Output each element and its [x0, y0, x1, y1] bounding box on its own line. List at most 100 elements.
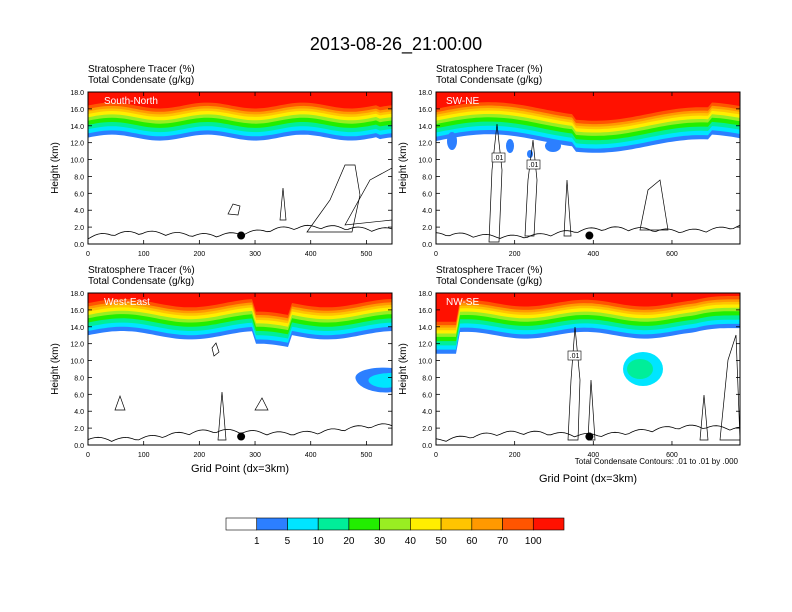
y-tick-label: 12.0	[418, 141, 432, 148]
x-tick-label: 300	[249, 452, 261, 459]
plot-frame	[435, 91, 741, 245]
y-tick-label: 10.0	[70, 158, 84, 165]
contour-label: .01	[529, 162, 539, 169]
condensate-contour	[306, 164, 361, 233]
y-axis: 0.0 2.0 4.0 6.0 8.0 10.0 12.0 14.0 16.0 18.0	[70, 291, 392, 450]
condensate-contour	[699, 394, 709, 441]
colorbar-tick-label: 30	[374, 536, 386, 547]
y-tick-label: 2.0	[422, 426, 432, 433]
panel-south-north: Stratosphere Tracer (%) Total Condensate…	[50, 64, 393, 258]
y-tick-label: 16.0	[418, 308, 432, 315]
page-title: 2013-08-26_21:00:00	[310, 34, 482, 55]
colorbar-swatch	[410, 517, 442, 531]
x-axis: 0 200 400 600	[434, 293, 678, 459]
plot-area	[436, 92, 740, 244]
x-tick-label: 200	[509, 452, 521, 459]
colorbar-tick-label: 20	[343, 536, 355, 547]
colorbar-tick-label: 40	[405, 536, 417, 547]
plot-frame	[87, 91, 393, 245]
plot-area	[88, 92, 392, 244]
condensate-contour	[279, 187, 287, 221]
panel-title-line1: Stratosphere Tracer (%)	[436, 265, 543, 276]
x-tick-label: 200	[509, 251, 521, 258]
location-marker	[585, 231, 594, 240]
condensate-contour	[114, 394, 126, 411]
y-axis: 0.0 2.0 4.0 6.0 8.0 10.0 12.0 14.0 16.0 18.0	[418, 291, 740, 450]
location-marker	[585, 432, 594, 441]
tracer-patch	[527, 150, 533, 158]
y-tick-label: 10.0	[418, 359, 432, 366]
y-tick-label: 18.0	[418, 90, 432, 97]
plot-frame	[87, 292, 393, 446]
y-axis-label: Height (km)	[398, 343, 409, 395]
colorbar-tick-label: 70	[497, 536, 509, 547]
x-tick-label: 400	[587, 452, 599, 459]
x-tick-label: 0	[86, 452, 90, 459]
condensate-contour	[639, 179, 669, 231]
y-tick-label: 4.0	[74, 208, 84, 215]
colorbar-swatch	[225, 517, 258, 531]
y-tick-label: 8.0	[74, 174, 84, 181]
panel-label: SW-NE	[446, 96, 479, 107]
x-tick-label: 500	[361, 452, 373, 459]
x-axis: 0 100 200 300 400 500	[86, 92, 372, 258]
x-tick-label: 200	[194, 251, 206, 258]
y-tick-label: 6.0	[422, 392, 432, 399]
condensate-contour	[488, 123, 503, 243]
condensate-contour	[587, 379, 596, 441]
footnote: Total Condensate Contours: .01 to .01 by…	[575, 457, 739, 466]
panel-nw-se: Stratosphere Tracer (%) Total Condensate…	[398, 265, 741, 485]
y-tick-label: 16.0	[70, 308, 84, 315]
y-tick-label: 16.0	[70, 107, 84, 114]
colorbar-tick-label: 5	[285, 536, 291, 547]
colorbar-tick-label: 100	[525, 536, 542, 547]
y-tick-label: 2.0	[422, 225, 432, 232]
colorbar-tick-label: 1	[254, 536, 260, 547]
x-tick-label: 100	[138, 452, 150, 459]
y-tick-label: 6.0	[74, 191, 84, 198]
x-tick-label: 600	[666, 251, 678, 258]
panel-title-line1: Stratosphere Tracer (%)	[88, 265, 195, 276]
y-tick-label: 2.0	[74, 426, 84, 433]
x-tick-label: 0	[86, 251, 90, 258]
x-tick-label: 200	[194, 452, 206, 459]
y-tick-label: 0.0	[74, 443, 84, 450]
tracer-level-10	[436, 92, 740, 121]
panel-title-line2: Total Condensate (g/kg)	[436, 75, 542, 86]
y-tick-label: 2.0	[74, 225, 84, 232]
panel-title-line2: Total Condensate (g/kg)	[88, 276, 194, 287]
colorbar: 1 5 10 20 30 40 50 60 70 100	[225, 517, 565, 547]
tracer-patch	[506, 139, 514, 153]
y-tick-label: 14.0	[418, 124, 432, 131]
x-tick-label: 400	[587, 251, 599, 258]
condensate-contour	[719, 334, 740, 441]
condensate-contour	[344, 167, 392, 226]
contour-label-box	[567, 350, 582, 361]
colorbar-swatch	[471, 517, 503, 531]
y-tick-label: 0.0	[74, 242, 84, 249]
colorbar-swatch	[348, 517, 380, 531]
condensate-contour	[211, 342, 220, 357]
colorbar-swatch	[532, 517, 565, 531]
panel-title-line2: Total Condensate (g/kg)	[436, 276, 542, 287]
y-tick-label: 0.0	[422, 443, 432, 450]
y-tick-label: 14.0	[418, 325, 432, 332]
plot-area	[88, 293, 392, 445]
y-axis-label: Height (km)	[50, 343, 61, 395]
y-tick-label: 18.0	[70, 291, 84, 298]
contour-label: .01	[570, 353, 580, 360]
tracer-patch	[447, 132, 457, 150]
plot-frame	[435, 292, 741, 446]
y-axis: 0.0 2.0 4.0 6.0 8.0 10.0 12.0 14.0 16.0 18.0	[70, 90, 392, 249]
colorbar-swatch	[440, 517, 473, 531]
tracer-patch	[368, 373, 392, 388]
condensate-contour	[227, 203, 241, 216]
tracer-patch	[545, 140, 561, 152]
colorbar-swatch	[379, 517, 411, 531]
y-tick-label: 6.0	[422, 191, 432, 198]
y-tick-label: 14.0	[70, 325, 84, 332]
y-tick-label: 18.0	[418, 291, 432, 298]
x-tick-label: 0	[434, 452, 438, 459]
tracer-level-10	[436, 293, 740, 322]
